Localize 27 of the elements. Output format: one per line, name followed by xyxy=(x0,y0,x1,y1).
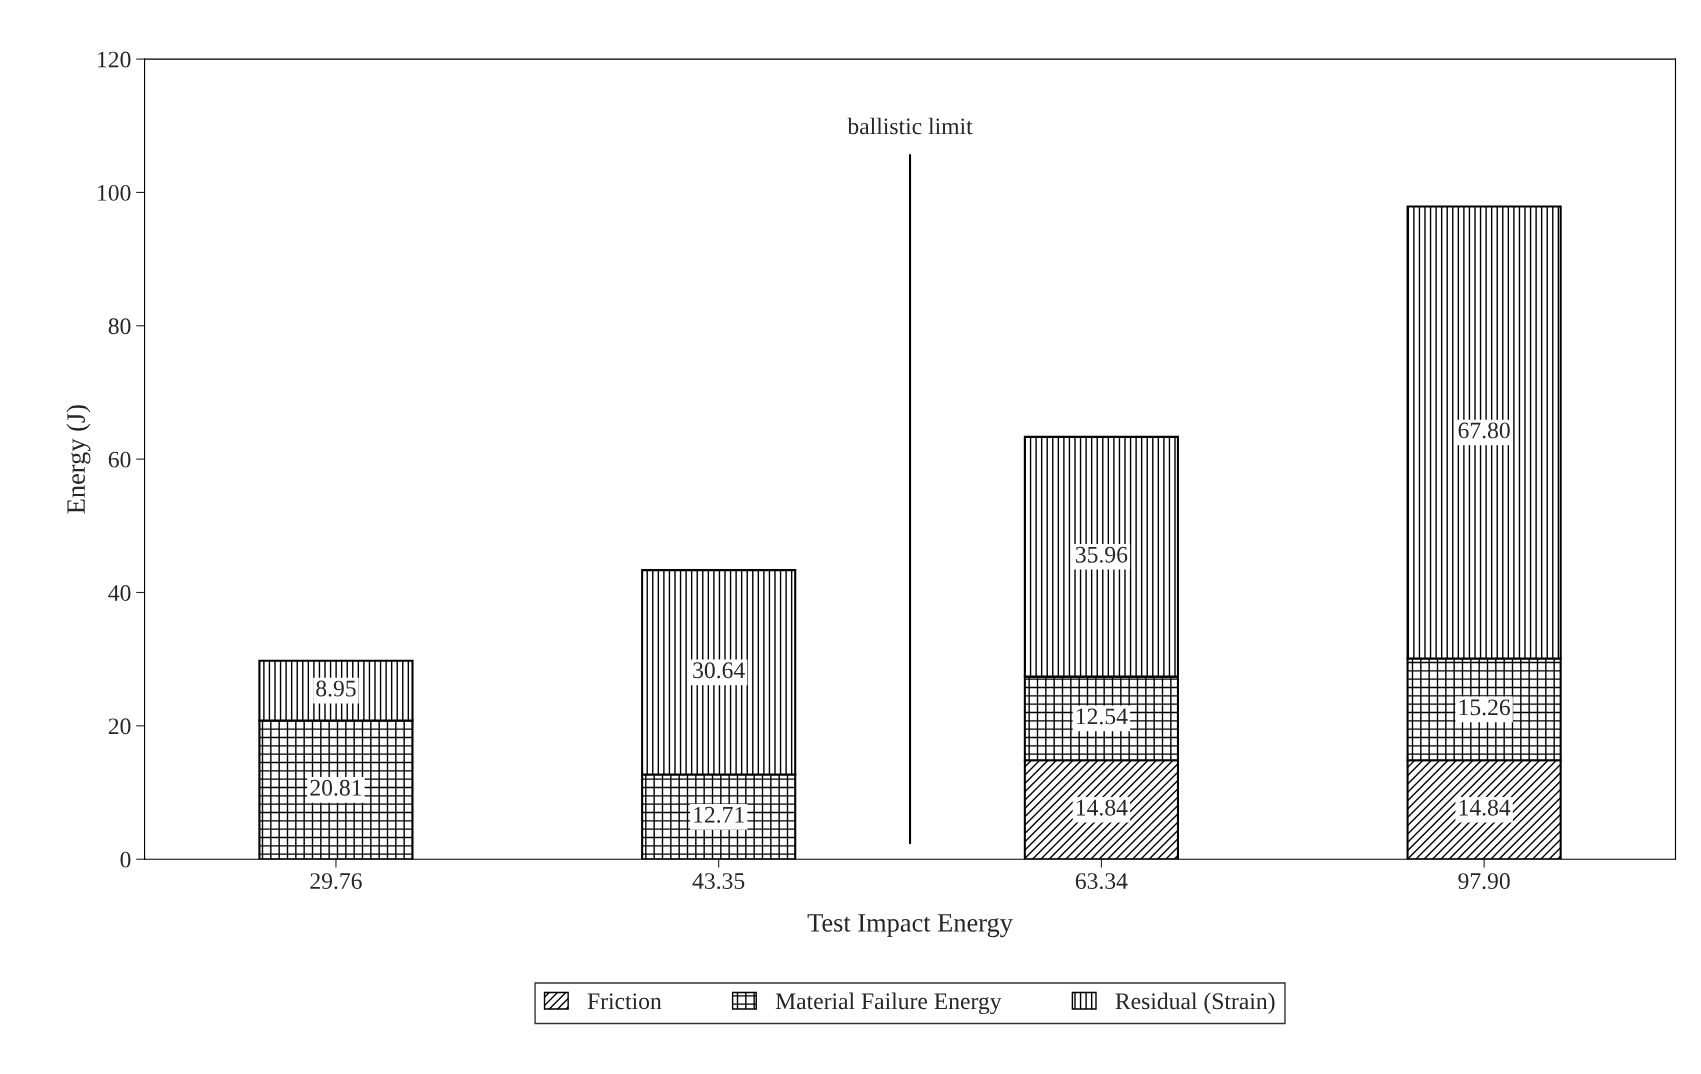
data-label: 12.54 xyxy=(1076,708,1128,725)
data-label: 35.96 xyxy=(1075,546,1128,563)
y-tick-label: 80 xyxy=(108,318,131,335)
y-tick-label: 100 xyxy=(98,184,131,201)
data-label: 12.71 xyxy=(694,806,744,823)
data-label: 14.84 xyxy=(1076,799,1128,816)
data-label: 15.26 xyxy=(1459,699,1510,716)
legend-label: Residual (Strain) xyxy=(1115,992,1275,1015)
y-tick-label: 0 xyxy=(120,851,131,868)
y-tick-label: 40 xyxy=(108,584,131,601)
data-label: 67.80 xyxy=(1458,422,1510,439)
data-label: 30.64 xyxy=(693,662,745,679)
x-axis-title: Test Impact Energy xyxy=(807,914,1013,938)
data-label: 14.84 xyxy=(1459,799,1511,816)
annotation: ballistic limit xyxy=(847,117,973,135)
x-tick-label: 29.76 xyxy=(310,873,362,890)
legend-label: Material Failure Energy xyxy=(775,992,1002,1015)
y-tick-label: 60 xyxy=(108,451,131,468)
data-label: 20.81 xyxy=(310,779,362,796)
data-label: 8.95 xyxy=(316,680,356,697)
x-tick-label: 63.34 xyxy=(1075,873,1128,890)
y-tick-label: 20 xyxy=(108,718,131,735)
x-tick-label: 97.90 xyxy=(1458,873,1510,890)
x-tick-label: 43.35 xyxy=(692,873,745,890)
y-axis-title: Energy (J) xyxy=(66,405,91,514)
legend-label: Friction xyxy=(587,993,662,1010)
y-tick-label: 120 xyxy=(98,51,131,68)
